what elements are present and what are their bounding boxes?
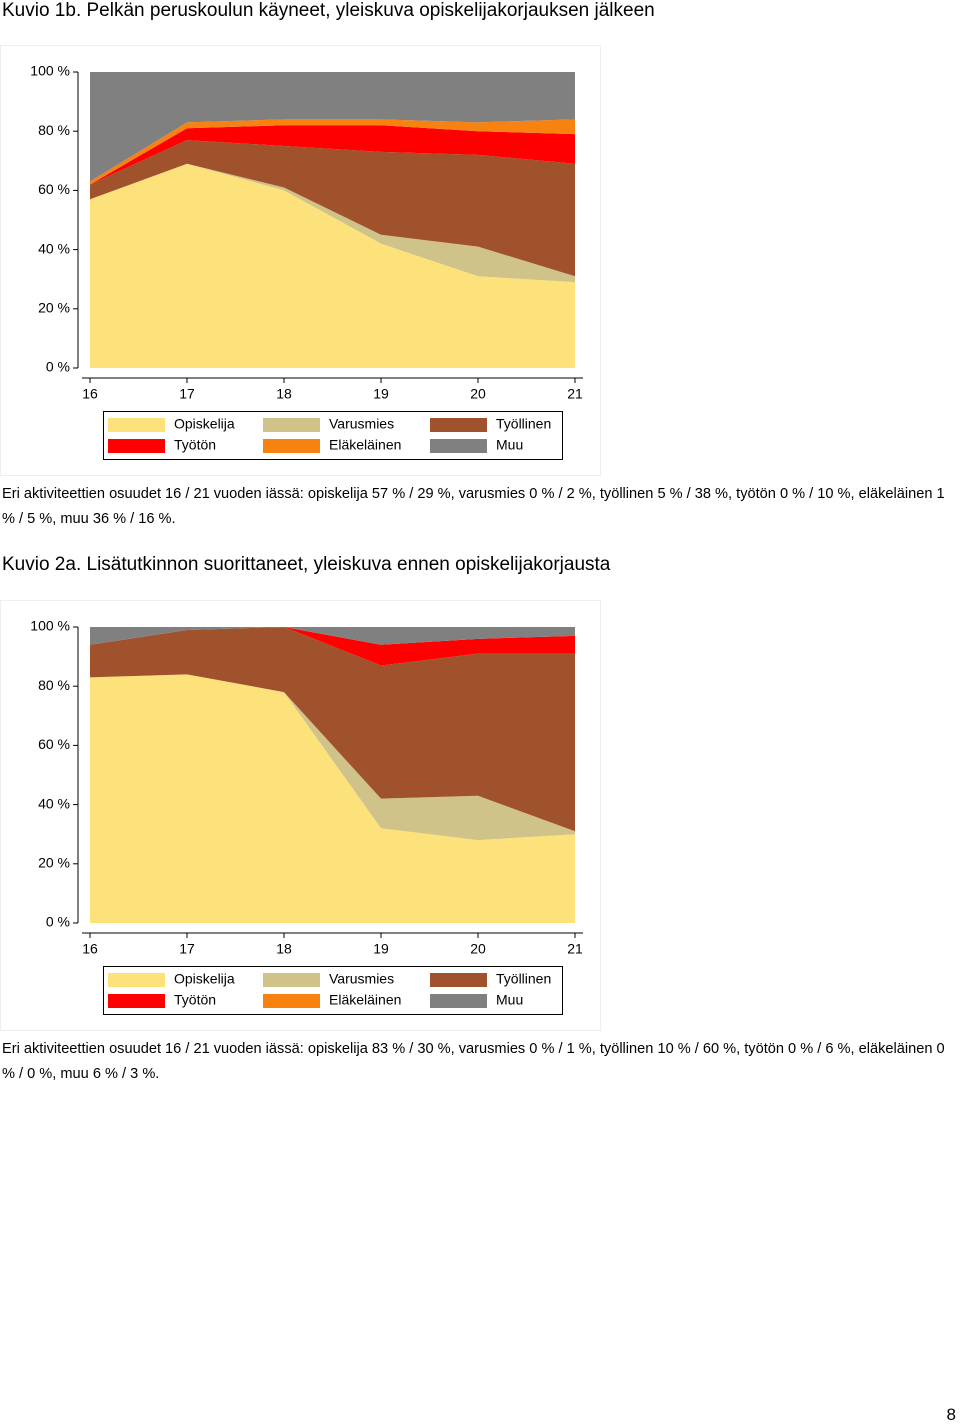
- caption: Eri aktiviteettien osuudet 16 / 21 vuode…: [2, 486, 945, 527]
- legend-label: Varusmies: [329, 971, 394, 987]
- heading: Kuvio 2a. Lisätutkinnon suorittaneet, yl…: [2, 554, 611, 575]
- x-tick-label: 17: [179, 941, 195, 957]
- legend-label: Varusmies: [329, 416, 394, 432]
- x-tick-label: 21: [567, 941, 583, 957]
- legend-swatch: [263, 439, 320, 453]
- y-tick-label: 80 %: [38, 122, 70, 138]
- x-tick-label: 20: [470, 941, 486, 957]
- y-tick-label: 0 %: [46, 914, 70, 930]
- chart: 0 % 20 % 40 % 60 % 80 % 100 % 16 17 18 19 20 21 Opis…: [0, 600, 601, 1031]
- area: [90, 627, 575, 645]
- legend-label: Eläkeläinen: [329, 437, 401, 453]
- legend-label: Muu: [496, 992, 523, 1008]
- x-tick-label: 20: [470, 386, 486, 402]
- x-tick-label: 16: [82, 941, 98, 957]
- legend-swatch: [263, 418, 320, 432]
- legend-swatch: [430, 973, 487, 987]
- legend-swatch: [430, 418, 487, 432]
- y-tick-label: 60 %: [38, 736, 70, 752]
- x-tick-label: 17: [179, 386, 195, 402]
- legend-swatch: [263, 994, 320, 1008]
- y-tick-label: 40 %: [38, 795, 70, 811]
- area: [90, 627, 575, 666]
- y-tick-label: 40 %: [38, 240, 70, 256]
- area: [90, 163, 575, 283]
- x-tick-label: 18: [276, 941, 292, 957]
- legend-swatch: [108, 439, 165, 453]
- y-tick-label: 100 %: [30, 63, 70, 79]
- area: [90, 163, 575, 368]
- area: [90, 140, 575, 277]
- legend-label: Työtön: [174, 437, 216, 453]
- legend-swatch: [430, 994, 487, 1008]
- y-tick-label: 100 %: [30, 618, 70, 634]
- area: [90, 674, 575, 841]
- y-tick-label: 80 %: [38, 677, 70, 693]
- legend-swatch: [430, 439, 487, 453]
- caption: Eri aktiviteettien osuudet 16 / 21 vuode…: [2, 1041, 945, 1082]
- legend-label: Muu: [496, 437, 523, 453]
- chart: 0 % 20 % 40 % 60 % 80 % 100 % 16 17 18 19 20 21 Opis…: [0, 45, 601, 476]
- x-tick-label: 16: [82, 386, 98, 402]
- legend-swatch: [108, 973, 165, 987]
- legend-swatch: [108, 994, 165, 1008]
- page-number: 8: [946, 1405, 956, 1424]
- x-tick-label: 19: [373, 941, 389, 957]
- legend-label: Eläkeläinen: [329, 992, 401, 1008]
- y-tick-label: 20 %: [38, 855, 70, 871]
- area: [90, 72, 575, 182]
- legend-label: Opiskelija: [174, 971, 235, 987]
- heading: Kuvio 1b. Pelkän peruskoulun käyneet, yl…: [2, 0, 655, 21]
- y-tick-label: 20 %: [38, 300, 70, 316]
- area: [90, 674, 575, 923]
- legend-swatch: [108, 418, 165, 432]
- legend-label: Työtön: [174, 992, 216, 1008]
- legend-label: Opiskelija: [174, 416, 235, 432]
- x-tick-label: 21: [567, 386, 583, 402]
- y-tick-label: 60 %: [38, 181, 70, 197]
- legend-swatch: [263, 973, 320, 987]
- area: [90, 125, 575, 185]
- area: [90, 627, 575, 832]
- x-tick-label: 18: [276, 386, 292, 402]
- area: [90, 119, 575, 185]
- y-tick-label: 0 %: [46, 359, 70, 375]
- legend-label: Työllinen: [496, 416, 551, 432]
- legend-label: Työllinen: [496, 971, 551, 987]
- x-tick-label: 19: [373, 386, 389, 402]
